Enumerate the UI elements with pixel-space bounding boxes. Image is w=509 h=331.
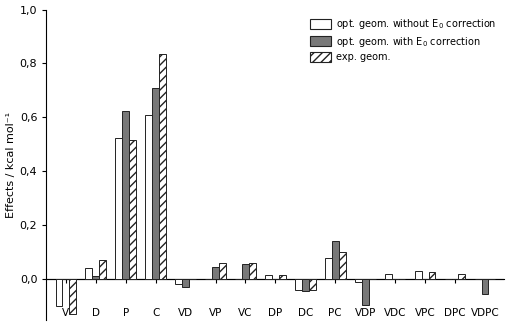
Bar [294,279,301,290]
Bar [115,138,122,279]
Bar [324,258,331,279]
Bar [458,274,464,279]
Y-axis label: Effects / kcal mol⁻¹: Effects / kcal mol⁻¹ [6,112,16,217]
Bar [248,263,256,279]
Bar [218,263,225,279]
Bar [99,260,106,279]
Bar [69,279,76,314]
Bar [278,275,285,279]
Bar [308,279,315,290]
Legend: opt. geom. without E$_0$ correction, opt. geom. with E$_0$ correction, exp. geom: opt. geom. without E$_0$ correction, opt… [306,15,499,65]
Bar [122,111,129,279]
Bar [301,279,308,291]
Bar [338,252,345,279]
Bar [182,279,189,287]
Bar [480,279,488,294]
Bar [129,140,136,279]
Bar [384,274,391,279]
Bar [428,272,435,279]
Bar [242,264,248,279]
Bar [361,279,368,305]
Bar [159,54,165,279]
Bar [265,275,271,279]
Bar [86,268,92,279]
Bar [145,115,152,279]
Bar [212,267,218,279]
Bar [55,279,62,306]
Bar [414,271,421,279]
Bar [175,279,182,284]
Bar [152,88,159,279]
Bar [92,276,99,279]
Bar [331,241,338,279]
Bar [354,279,361,282]
